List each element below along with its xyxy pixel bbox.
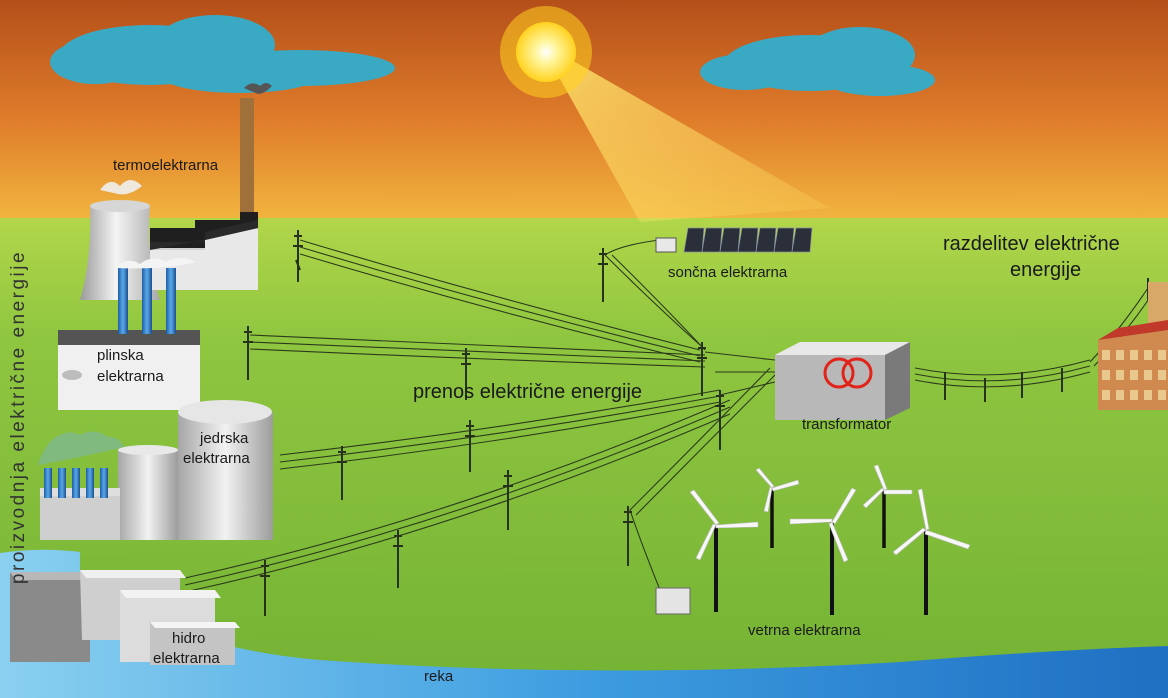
solar-power-plant xyxy=(655,227,813,253)
thermal-plant-label: termoelektrarna xyxy=(113,157,219,174)
transformer-icon xyxy=(823,357,873,389)
thermal-power-plant xyxy=(80,83,272,300)
gas-plant-label-line1: plinska xyxy=(97,347,144,364)
distribution-label-line2: energije xyxy=(1010,259,1082,281)
river-label: reka xyxy=(424,668,454,685)
solar-plant-label: sončna elektrarna xyxy=(668,264,788,281)
sun-beam xyxy=(555,62,830,222)
transmission-lines xyxy=(184,239,1156,593)
transmission-label: prenos električne energije xyxy=(413,381,643,403)
wind-turbines xyxy=(689,464,971,615)
residential-buildings xyxy=(1098,282,1168,410)
hydro-plant-label-line1: hidro xyxy=(172,630,206,647)
production-label: proizvodnja električne energije xyxy=(8,249,29,585)
gas-plant-label-line2: elektrarna xyxy=(97,368,164,385)
transformer-label: transformator xyxy=(802,416,892,433)
cloud-right xyxy=(700,27,935,96)
nuclear-plant-label-line1: jedrska xyxy=(200,430,249,447)
sun-icon xyxy=(500,6,592,98)
cloud-left xyxy=(50,15,395,93)
nuclear-plant-label-line2: elektrarna xyxy=(183,450,250,467)
river xyxy=(0,549,1168,698)
distribution-label-line1: razdelitev električne xyxy=(943,233,1120,255)
pylons xyxy=(243,230,1149,616)
wind-plant-label: vetrna elektrarna xyxy=(748,622,861,639)
hydro-plant-label-line2: elektrarna xyxy=(153,650,220,667)
gas-power-plant xyxy=(58,258,200,410)
nuclear-power-plant xyxy=(38,400,273,540)
transformer xyxy=(775,342,910,420)
substation-box xyxy=(655,587,691,615)
hydro-power-plant xyxy=(10,570,240,665)
